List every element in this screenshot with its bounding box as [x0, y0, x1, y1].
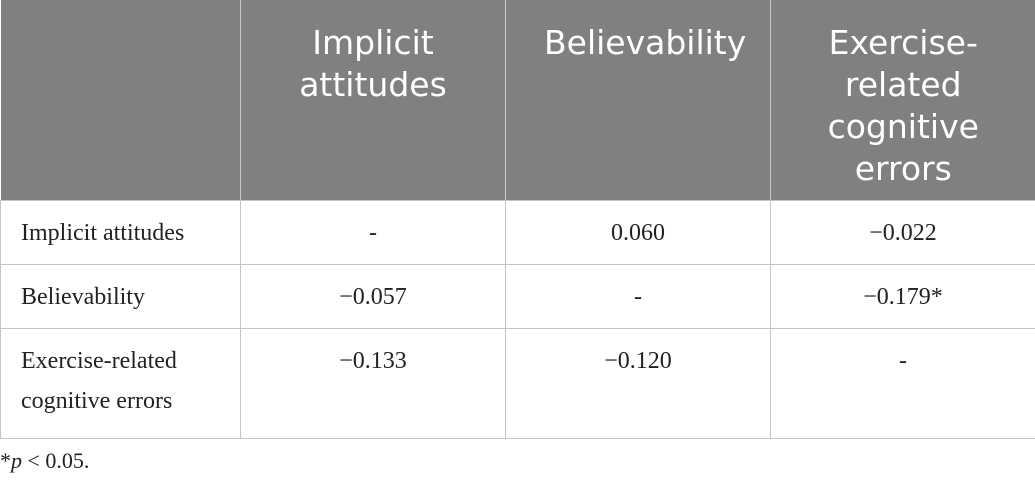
body-row: Exercise-related cognitive errors −0.133−…	[0, 327, 1035, 439]
correlation-table: Implicit attitudes Believability Exercis…	[0, 0, 1035, 439]
value-cell: −0.179*	[770, 263, 1035, 329]
header-cell: Implicit attitudes	[240, 0, 506, 200]
value-cell: −0.057	[240, 263, 506, 329]
body-row: Believability −0.057- −0.179*	[0, 263, 1035, 329]
value-cell: −0.022	[770, 199, 1035, 265]
footnote: *p < 0.05.	[0, 448, 89, 474]
footnote-text: < 0.05.	[22, 448, 90, 473]
value-cell: −0.120	[505, 327, 771, 439]
value-cell: 0.060	[505, 199, 771, 265]
footnote-p: p	[11, 448, 22, 473]
row-label: Believability	[0, 263, 241, 329]
header-row: Implicit attitudes Believability Exercis…	[0, 0, 1035, 200]
footnote-star: *	[0, 448, 11, 473]
value-cell: -	[240, 199, 506, 265]
header-cell: Believability	[505, 0, 771, 200]
value-cell: -	[770, 327, 1035, 439]
header-cell	[0, 0, 241, 200]
row-label: Implicit attitudes	[0, 199, 241, 265]
row-label: Exercise-related cognitive errors	[0, 327, 241, 439]
header-cell: Exercise-related cognitive errors	[770, 0, 1035, 200]
value-cell: −0.133	[240, 327, 506, 439]
value-cell: -	[505, 263, 771, 329]
body-row: Implicit attitudes -0.060 −0.022	[0, 199, 1035, 265]
